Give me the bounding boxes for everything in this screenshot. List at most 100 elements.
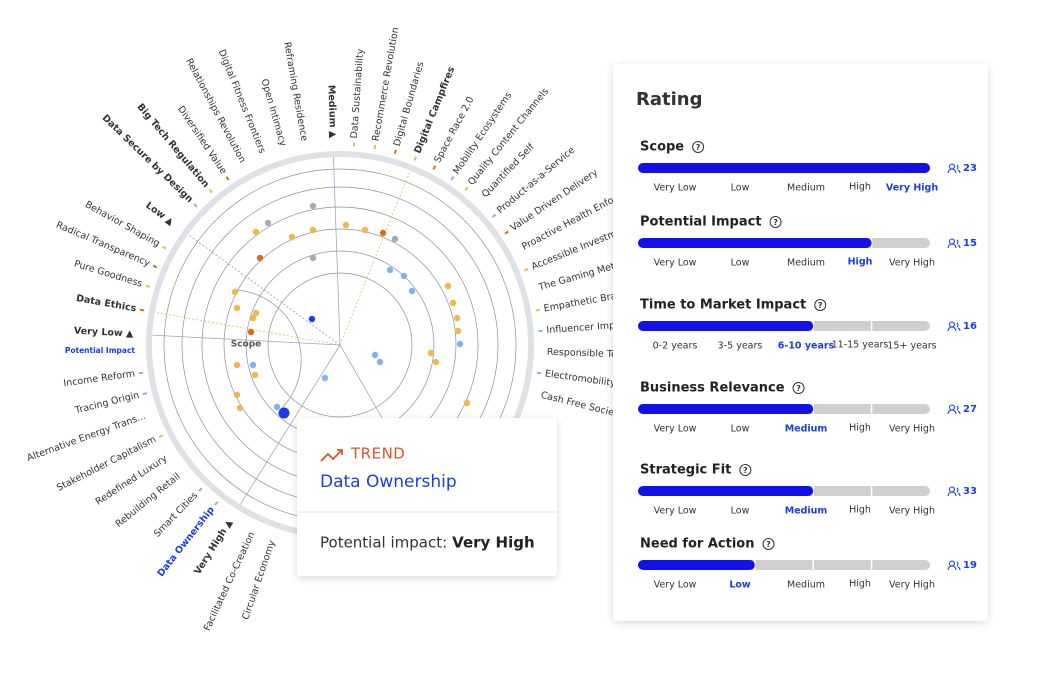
level-label[interactable]: High bbox=[849, 182, 871, 193]
level-label[interactable]: Very High bbox=[886, 183, 938, 194]
level-label[interactable]: High bbox=[848, 257, 873, 268]
tooltip-title: Data Ownership bbox=[320, 472, 457, 492]
trend-dot bbox=[310, 203, 316, 209]
trend-label[interactable]: Data Sustainability bbox=[349, 48, 366, 139]
level-label[interactable]: 0-2 years bbox=[653, 341, 698, 352]
trend-dot bbox=[380, 230, 386, 236]
trend-label[interactable]: Medium ▲ bbox=[325, 85, 338, 139]
trend-label[interactable]: Income Reform bbox=[63, 368, 136, 389]
trend-label[interactable]: Cash Free Society bbox=[540, 390, 625, 421]
trend-label[interactable]: Electromobility bbox=[544, 368, 617, 389]
level-label[interactable]: Medium bbox=[787, 183, 825, 194]
label-tick bbox=[505, 231, 508, 233]
level-label[interactable]: Medium bbox=[785, 424, 828, 435]
trend-dot bbox=[464, 400, 470, 406]
trend-dot bbox=[237, 405, 243, 411]
level-label[interactable]: Very Low bbox=[654, 506, 697, 517]
item-title: Scope bbox=[640, 140, 684, 155]
trend-label[interactable]: Data Ownership bbox=[155, 505, 217, 580]
tooltip: TREND Data Ownership Potential impact: Very… bbox=[297, 418, 557, 576]
label-tick bbox=[194, 204, 197, 207]
help-mark: ? bbox=[743, 466, 748, 475]
scope-arc bbox=[236, 290, 301, 410]
level-label[interactable]: Low bbox=[731, 506, 750, 517]
level-label[interactable]: Very Low bbox=[654, 424, 697, 435]
trend-dot bbox=[257, 255, 263, 261]
label-tick bbox=[537, 373, 541, 374]
level-label[interactable]: Very Low bbox=[654, 183, 697, 194]
level-label[interactable]: 3-5 years bbox=[718, 341, 763, 352]
level-label[interactable]: 6-10 years bbox=[778, 341, 835, 352]
level-label[interactable]: Very High bbox=[889, 258, 935, 269]
level-label[interactable]: Low bbox=[729, 580, 751, 591]
label-tick bbox=[215, 502, 217, 505]
level-label[interactable]: High bbox=[849, 505, 871, 516]
trend-dot bbox=[343, 222, 349, 228]
level-label[interactable]: Very Low bbox=[654, 258, 697, 269]
label-tick bbox=[140, 310, 144, 311]
item-title: Time to Market Impact bbox=[640, 298, 806, 313]
level-label[interactable]: Very Low bbox=[654, 580, 697, 591]
trend-label[interactable]: Proactive Health Enforce bbox=[520, 188, 629, 253]
level-label[interactable]: Low bbox=[731, 183, 750, 194]
bar-fill bbox=[638, 163, 930, 173]
level-label[interactable]: Medium bbox=[785, 506, 828, 517]
label-tick bbox=[395, 150, 396, 154]
level-label[interactable]: 11-15 years bbox=[832, 340, 889, 351]
trend-dot bbox=[445, 283, 451, 289]
label-tick bbox=[375, 145, 376, 149]
trend-dot bbox=[450, 300, 456, 306]
trend-label[interactable]: Low ▲ bbox=[143, 200, 176, 228]
trend-dot bbox=[253, 229, 259, 235]
help-mark: ? bbox=[696, 143, 701, 152]
trend-dot bbox=[428, 350, 434, 356]
level-label[interactable]: Low bbox=[731, 258, 750, 269]
label-tick bbox=[153, 266, 157, 268]
label-tick bbox=[433, 166, 435, 170]
item-title: Strategic Fit bbox=[640, 463, 731, 478]
trend-label[interactable]: Relationships Revolution bbox=[183, 57, 247, 165]
level-label[interactable]: High bbox=[849, 579, 871, 590]
label-tick bbox=[492, 215, 495, 218]
trend-dot bbox=[250, 362, 256, 368]
level-label[interactable]: Low bbox=[731, 424, 750, 435]
label-tick bbox=[162, 247, 165, 249]
level-label[interactable]: High bbox=[849, 423, 871, 434]
trend-label[interactable]: Pure Goodness bbox=[73, 258, 144, 289]
trend-dot bbox=[232, 289, 238, 295]
level-label[interactable]: Very High bbox=[889, 580, 935, 591]
level-label[interactable]: Very High bbox=[889, 506, 935, 517]
trend-label[interactable]: Tracing Origin bbox=[73, 390, 140, 417]
bar-fill bbox=[638, 560, 755, 570]
level-label[interactable]: 15+ years bbox=[887, 341, 936, 352]
trend-label[interactable]: Data Ethics bbox=[75, 293, 137, 314]
trend-label[interactable]: Digital Fitness Frontiers bbox=[216, 48, 268, 155]
trend-dot bbox=[310, 227, 316, 233]
trend-label[interactable]: Very Low ▲ bbox=[74, 326, 135, 340]
trend-dot bbox=[372, 352, 378, 358]
level-label[interactable]: Medium bbox=[787, 258, 825, 269]
trend-dot bbox=[309, 316, 315, 322]
trend-dot bbox=[455, 328, 461, 334]
trend-dot bbox=[274, 404, 280, 410]
label-tick bbox=[415, 157, 416, 161]
trend-dot bbox=[409, 288, 415, 294]
tooltip-value: Very High bbox=[452, 534, 534, 552]
tooltip-text: Potential impact: bbox=[320, 534, 447, 552]
trend-dot bbox=[265, 220, 271, 226]
count: 33 bbox=[963, 486, 977, 497]
axis-caption: Potential Impact bbox=[65, 346, 136, 355]
level-label[interactable]: Medium bbox=[787, 580, 825, 591]
label-tick bbox=[139, 373, 143, 374]
selected-dot bbox=[279, 408, 290, 419]
item-title: Need for Action bbox=[640, 537, 755, 552]
label-tick bbox=[146, 286, 150, 287]
scope-label: Scope bbox=[231, 340, 262, 350]
help-mark: ? bbox=[766, 540, 771, 549]
label-tick bbox=[143, 393, 147, 394]
item-title: Potential Impact bbox=[640, 215, 762, 230]
tooltip-tag: TREND bbox=[350, 445, 405, 463]
level-label[interactable]: Very High bbox=[889, 424, 935, 435]
trend-label[interactable]: Reframing Residence bbox=[281, 41, 309, 142]
